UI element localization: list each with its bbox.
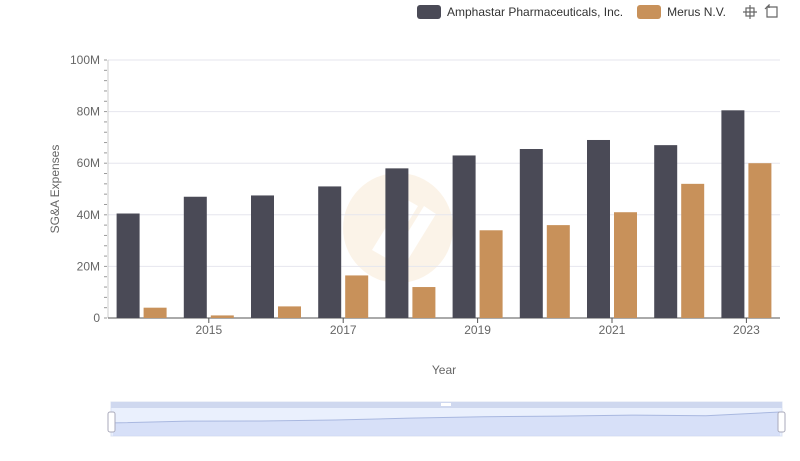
reset-zoom-icon[interactable] (764, 4, 780, 20)
legend-swatch-amphastar (417, 5, 441, 19)
y-axis-title: SG&A Expenses (48, 145, 62, 234)
legend-label-amphastar: Amphastar Pharmaceuticals, Inc. (447, 5, 624, 19)
bar-amphastar-2022 (654, 145, 678, 318)
x-tick-label: 2017 (330, 323, 357, 337)
y-tick-label: 80M (77, 105, 100, 119)
legend-item-amphastar[interactable]: Amphastar Pharmaceuticals, Inc. (417, 5, 623, 19)
zoom-slider-line (112, 411, 781, 424)
bar-merus-2015 (210, 315, 234, 318)
legend-label-merus: Merus N.V. (667, 5, 726, 19)
x-axis-title: Year (432, 363, 456, 377)
y-tick-label: 0 (93, 311, 100, 325)
y-tick-label: 100M (70, 53, 100, 67)
zoom-handle-left[interactable] (107, 411, 116, 433)
zoom-slider-grip (441, 403, 451, 406)
bar-amphastar-2015 (183, 196, 207, 318)
bar-merus-2018 (412, 287, 436, 318)
legend-swatch-merus (637, 5, 662, 19)
bar-amphastar-2014 (116, 213, 140, 318)
y-tick-label: 20M (77, 259, 100, 273)
legend-item-merus[interactable]: Merus N.V. (637, 5, 726, 19)
bar-merus-2020 (546, 225, 570, 318)
bar-merus-2016 (278, 306, 301, 318)
zoom-slider-area (113, 412, 780, 436)
x-tick-label: 2021 (599, 323, 626, 337)
bar-merus-2023 (748, 163, 772, 318)
crosshair-zoom-icon[interactable] (742, 4, 758, 20)
y-tick-label: 60M (77, 156, 100, 170)
bar-amphastar-2018 (385, 168, 409, 318)
bar-merus-2021 (614, 212, 637, 318)
bar-amphastar-2019 (452, 155, 476, 318)
bar-merus-2017 (345, 275, 369, 318)
bar-amphastar-2017 (318, 186, 342, 318)
bar-amphastar-2021 (587, 139, 610, 318)
bar-merus-2019 (479, 230, 503, 318)
bar-amphastar-2023 (721, 110, 745, 318)
bar-merus-2014 (143, 307, 167, 318)
bar-merus-2022 (681, 183, 705, 318)
bar-amphastar-2016 (251, 195, 274, 318)
legend: Amphastar Pharmaceuticals, Inc. Merus N.… (417, 4, 780, 20)
zoom-handle-right[interactable] (777, 411, 786, 433)
y-tick-label: 40M (77, 208, 100, 222)
x-tick-label: 2023 (733, 323, 760, 337)
x-tick-label: 2019 (464, 323, 491, 337)
x-tick-label: 2015 (195, 323, 222, 337)
bar-amphastar-2020 (519, 149, 543, 318)
